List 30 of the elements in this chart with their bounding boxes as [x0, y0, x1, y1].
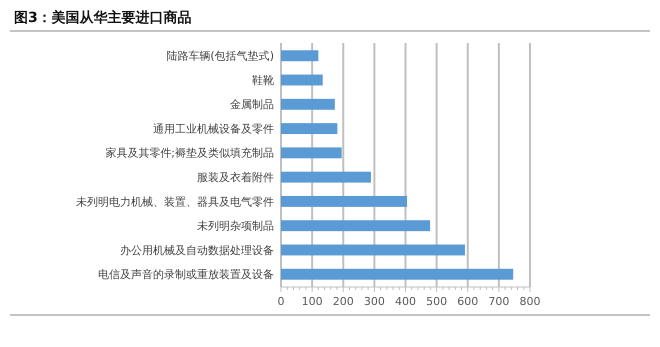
x-tick-label: 800: [520, 295, 540, 308]
x-tick-label: 600: [457, 295, 478, 308]
x-tick-label: 700: [488, 295, 510, 308]
x-tick-label: 100: [302, 295, 323, 308]
y-tick-label: 办公用机械及自动数据处理设备: [120, 244, 274, 257]
y-tick-label: 通用工业机械设备及零件: [153, 122, 274, 136]
bar: [281, 147, 342, 158]
y-tick-label: 家具及其零件;褥垫及类似填充制品: [105, 146, 274, 160]
bar: [281, 220, 430, 232]
bar: [281, 196, 408, 207]
x-tick-label: 0: [278, 295, 284, 308]
text: 图3：美国从华主要进口商品: [14, 9, 192, 26]
y-tick-label: 未列明杂项制品: [197, 220, 274, 233]
bar: [281, 244, 465, 256]
bar: [281, 268, 514, 280]
y-tick-label: 电信及声音的录制或重放装置及设备: [98, 268, 274, 282]
bar: [281, 98, 335, 110]
y-tick-label: 未列明电力机械、装置、器具及电气零件: [76, 195, 274, 208]
bar: [281, 172, 371, 183]
y-tick-label: 服装及衣着附件: [197, 170, 274, 184]
y-tick-label: 陆路车辆(包括气垫式): [166, 50, 274, 63]
y-tick-label: 金属制品: [230, 98, 274, 112]
x-tick-label: 300: [364, 295, 385, 308]
bar: [281, 50, 318, 62]
x-tick-label: 500: [426, 295, 448, 308]
y-tick-label: 鞋靴: [252, 74, 274, 87]
x-tick-label: 200: [332, 295, 354, 308]
bar: [281, 123, 338, 134]
bar: [281, 74, 323, 86]
x-tick-label: 400: [395, 295, 416, 308]
